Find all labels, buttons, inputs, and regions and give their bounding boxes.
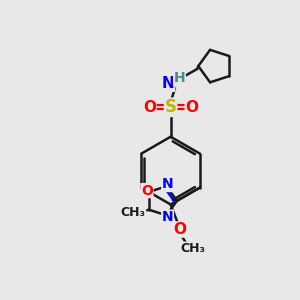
Text: O: O — [173, 222, 186, 237]
Text: N: N — [162, 76, 175, 91]
Text: CH₃: CH₃ — [121, 206, 146, 219]
Text: O: O — [143, 100, 156, 115]
Text: N: N — [162, 178, 173, 191]
Text: CH₃: CH₃ — [180, 242, 205, 255]
Text: S: S — [165, 98, 177, 116]
Text: H: H — [174, 71, 185, 85]
Text: O: O — [185, 100, 198, 115]
Text: N: N — [162, 210, 173, 224]
Text: O: O — [141, 184, 153, 198]
